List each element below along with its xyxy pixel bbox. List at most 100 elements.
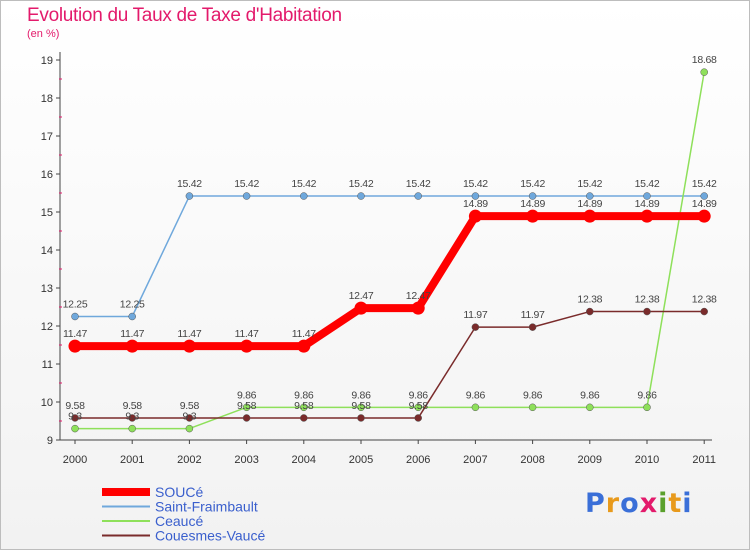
y-tick-label: 10: [41, 397, 53, 409]
data-point: [528, 403, 537, 412]
data-label: 11.47: [235, 328, 259, 340]
data-point: [357, 403, 365, 412]
x-tick-label: 2002: [177, 454, 201, 466]
data-label: 9.86: [237, 389, 257, 401]
data-label: 14.89: [520, 198, 545, 210]
series-line-Saint-Fraimbault: [75, 195, 705, 318]
data-point: [586, 403, 594, 412]
data-label: 15.42: [520, 178, 545, 190]
data-point: [242, 414, 251, 422]
data-point: [414, 403, 422, 412]
data-point: [700, 192, 708, 200]
logo-letter: i: [658, 488, 669, 519]
data-point: [242, 192, 251, 200]
data-point: [357, 192, 365, 200]
y-tick-label: 18: [41, 93, 53, 105]
data-point: [700, 307, 708, 316]
logo-letter: t: [668, 488, 683, 519]
logo-letter: x: [639, 488, 659, 519]
y-tick-label: 17: [41, 131, 53, 143]
data-label: 9.3: [68, 411, 82, 423]
data-point: [71, 414, 79, 422]
data-label: 9.58: [409, 400, 429, 412]
y-tick-label: 15: [41, 207, 53, 219]
data-label: 9.86: [523, 389, 543, 401]
legend-label: Ceaucé: [155, 513, 203, 529]
data-point: [185, 192, 194, 200]
x-tick-label: 2007: [463, 454, 487, 466]
data-label: 9.58: [237, 400, 257, 412]
data-point: [357, 414, 365, 422]
logo-letter: o: [620, 488, 640, 519]
data-point: [128, 424, 136, 433]
data-point: [528, 192, 537, 200]
series-line-Ceaucé: [75, 72, 705, 430]
logo-letter: i: [682, 488, 693, 519]
data-point: [471, 192, 480, 200]
data-label: 9.86: [580, 389, 600, 401]
data-point: [697, 209, 711, 223]
data-point: [528, 323, 537, 331]
legend-label: Couesmes-Vaucé: [155, 528, 265, 544]
x-tick-label: 2004: [292, 454, 316, 466]
x-tick-label: 2001: [120, 454, 144, 466]
data-point: [526, 209, 540, 223]
data-label: 11.47: [63, 328, 87, 340]
data-label: 12.38: [635, 294, 660, 306]
data-label: 9.86: [637, 389, 657, 401]
data-point: [300, 192, 308, 200]
x-tick-label: 2010: [635, 454, 659, 466]
data-label: 9.86: [294, 389, 314, 401]
x-tick-label: 2009: [578, 454, 602, 466]
proxiti-logo: Proxiti: [585, 488, 693, 519]
data-point: [354, 301, 368, 315]
data-point: [125, 339, 139, 353]
data-label: 14.89: [577, 198, 602, 210]
data-label: 9.58: [351, 400, 371, 412]
data-label: 11.47: [120, 328, 144, 340]
data-label: 15.42: [406, 178, 431, 190]
data-label: 15.42: [463, 178, 488, 190]
data-label: 15.42: [635, 178, 660, 190]
data-label: 12.38: [577, 294, 602, 306]
y-tick-label: 19: [41, 55, 53, 67]
data-label: 18.68: [692, 54, 717, 66]
data-label: 11.47: [177, 328, 201, 340]
data-point: [700, 68, 708, 76]
y-tick-label: 11: [42, 359, 53, 371]
data-point: [71, 312, 79, 321]
data-label: 12.47: [349, 290, 374, 302]
data-label: 12.38: [692, 294, 717, 306]
x-tick-label: 2005: [349, 454, 373, 466]
data-point: [242, 403, 251, 412]
chart-title: Evolution du Taux de Taxe d'Habitation: [27, 5, 342, 26]
data-label: 9.86: [466, 389, 486, 401]
data-point: [128, 414, 136, 422]
data-label: 12.25: [63, 299, 88, 311]
data-label: 9.58: [294, 400, 314, 412]
data-label: 9.58: [123, 400, 143, 412]
series-line-SOUCé: [75, 212, 705, 351]
data-point: [471, 403, 480, 412]
data-label: 15.42: [577, 178, 602, 190]
data-point: [471, 323, 480, 331]
data-point: [468, 209, 482, 223]
y-tick-label: 9: [47, 435, 53, 447]
data-point: [68, 339, 82, 353]
x-tick-label: 2003: [234, 454, 258, 466]
series-line-Couesmes-Vaucé: [75, 310, 705, 419]
data-label: 9.86: [351, 389, 371, 401]
data-point: [414, 192, 422, 200]
data-point: [643, 307, 651, 316]
logo-letter: r: [605, 488, 621, 519]
data-label: 9.3: [183, 411, 197, 423]
data-label: 14.89: [463, 198, 488, 210]
data-label: 9.58: [65, 400, 85, 412]
legend-label: Saint-Fraimbault: [155, 499, 258, 515]
data-label: 9.86: [409, 389, 429, 401]
data-point: [643, 192, 651, 200]
data-label: 15.42: [177, 178, 202, 190]
data-point: [640, 209, 654, 223]
y-tick-label: 13: [41, 283, 53, 295]
